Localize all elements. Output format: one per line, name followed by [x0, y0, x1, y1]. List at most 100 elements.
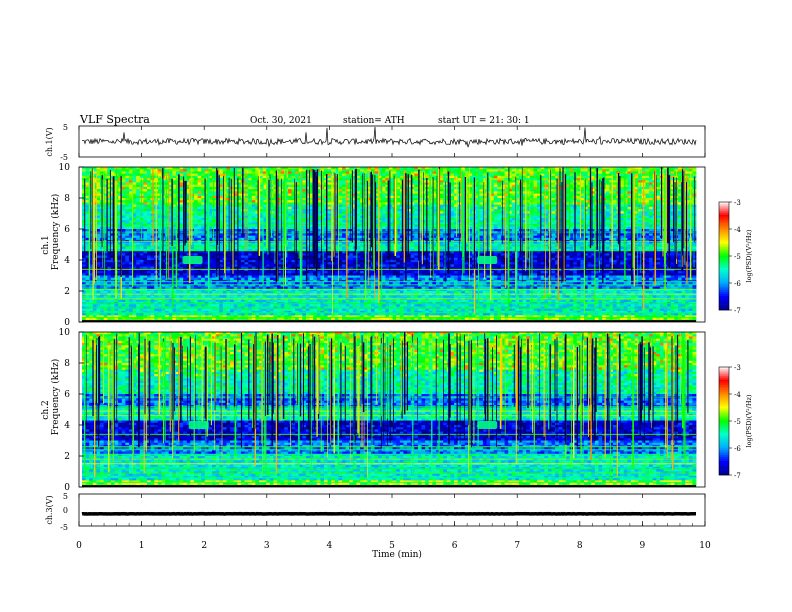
- spectrogram-cell: [280, 224, 285, 228]
- spectrogram-cell: [345, 191, 350, 194]
- spectrogram-cell: [219, 186, 224, 190]
- spectrogram-cell: [237, 231, 242, 234]
- spectrogram-cell: [309, 209, 314, 212]
- spectrogram-cell: [692, 169, 697, 172]
- spectrogram-cell: [291, 175, 296, 179]
- spectrogram-cell: [237, 204, 242, 208]
- spectrogram-cell: [677, 180, 682, 183]
- spectrogram-cell: [323, 175, 328, 179]
- spectrogram-cell: [323, 167, 328, 170]
- spectrogram-cell: [584, 184, 589, 188]
- spectrogram-cell: [508, 220, 513, 223]
- spectrogram-cell: [302, 191, 307, 194]
- spectrogram-cell: [161, 171, 166, 175]
- spectrogram-cell: [277, 169, 282, 172]
- spectrogram-cell: [623, 175, 628, 179]
- spectrogram-cell: [634, 220, 639, 223]
- figure-title: VLF Spectra: [79, 113, 150, 126]
- spectrogram-cell: [128, 178, 133, 181]
- spectrogram-cell: [248, 175, 253, 179]
- spectrogram-cell: [500, 171, 505, 175]
- spectrogram-cell: [132, 215, 137, 219]
- spectrogram-cell: [450, 191, 455, 194]
- spectrogram-cell: [118, 186, 123, 190]
- spectrogram-cell: [172, 231, 177, 234]
- spectrogram-cell: [616, 167, 621, 170]
- spectrogram-cell: [168, 229, 173, 232]
- spectrogram-cell: [161, 206, 166, 210]
- spectrogram-cell: [591, 178, 596, 181]
- spectrogram-cell: [244, 169, 249, 172]
- spectrogram-cell: [309, 198, 314, 201]
- spectrogram-cell: [533, 186, 538, 190]
- spectrogram-cell: [323, 220, 328, 223]
- spectrogram-cell: [677, 206, 682, 210]
- spectrogram-cell: [96, 198, 101, 201]
- spectrogram-cell: [425, 175, 430, 179]
- spectrogram-cell: [565, 178, 570, 181]
- spectrogram-cell: [338, 222, 343, 225]
- spectrogram-cell: [305, 189, 310, 192]
- spectrogram-cell: [504, 180, 509, 183]
- spectrogram-cell: [349, 222, 354, 225]
- spectrogram-cell: [537, 226, 542, 230]
- spectrogram-cell: [262, 226, 267, 230]
- spectrogram-cell: [179, 202, 184, 206]
- spectrogram-cell: [237, 191, 242, 194]
- spectrogram-cell: [475, 189, 480, 192]
- spectrogram-cell: [132, 195, 137, 199]
- spectrogram-cell: [645, 211, 650, 214]
- spectrogram-cell: [649, 222, 654, 225]
- spectrogram-cell: [486, 171, 491, 175]
- spectrogram-cell: [168, 178, 173, 181]
- spectrogram-cell: [656, 206, 661, 210]
- spectrogram-cell: [558, 195, 563, 199]
- spectrogram-cell: [526, 222, 531, 225]
- spectrogram-cell: [230, 178, 235, 181]
- spectrogram-cell: [193, 229, 198, 232]
- spectrogram-cell: [255, 226, 260, 230]
- spectrogram-cell: [251, 215, 256, 219]
- spectrogram-cell: [435, 189, 440, 192]
- spectrogram-cell: [576, 178, 581, 181]
- spectrogram-cell: [121, 220, 126, 223]
- spectrogram-cell: [356, 175, 361, 179]
- spectrogram-cell: [623, 178, 628, 181]
- spectrogram-cell: [627, 204, 632, 208]
- spectrogram-cell: [522, 217, 527, 221]
- spectrogram-cell: [204, 202, 209, 206]
- spectrogram-cell: [168, 226, 173, 230]
- spectrogram-cell: [345, 211, 350, 214]
- header-date: Oct. 30, 2021: [250, 116, 312, 126]
- spectrogram-cell: [414, 220, 419, 223]
- spectrogram-cell: [338, 200, 343, 203]
- spectrogram-cell: [450, 224, 455, 228]
- spectrogram-cell: [175, 209, 180, 212]
- spectrogram-cell: [82, 195, 87, 199]
- spectrogram-cell: [540, 202, 545, 206]
- spectrogram-cell: [522, 229, 527, 232]
- spectrogram-cell: [612, 209, 617, 212]
- spectrogram-cell: [486, 182, 491, 186]
- spectrogram-cell: [374, 200, 379, 203]
- spectrogram-cell: [316, 211, 321, 214]
- ch1-ytick-top: 5: [63, 123, 68, 132]
- spectrogram-cell: [219, 198, 224, 201]
- spectrogram-cell: [82, 217, 87, 221]
- spectrogram-cell: [175, 191, 180, 194]
- spectrogram-cell: [186, 191, 191, 194]
- spectrogram-cell: [269, 171, 274, 175]
- spectrogram-cell: [472, 175, 477, 179]
- spectrogram-cell: [389, 217, 394, 221]
- spectrogram-cell: [649, 171, 654, 175]
- spectrogram-cell: [125, 206, 130, 210]
- spectrogram-cell: [450, 186, 455, 190]
- spectrogram-cell: [569, 198, 574, 201]
- spectrogram-cell: [305, 220, 310, 223]
- spectrogram-cell: [677, 167, 682, 170]
- spectrogram-cell: [407, 204, 412, 208]
- spectrogram-cell: [551, 204, 556, 208]
- spectrogram-cell: [526, 215, 531, 219]
- spectrogram-cell: [493, 220, 498, 223]
- spectrogram-cell: [584, 186, 589, 190]
